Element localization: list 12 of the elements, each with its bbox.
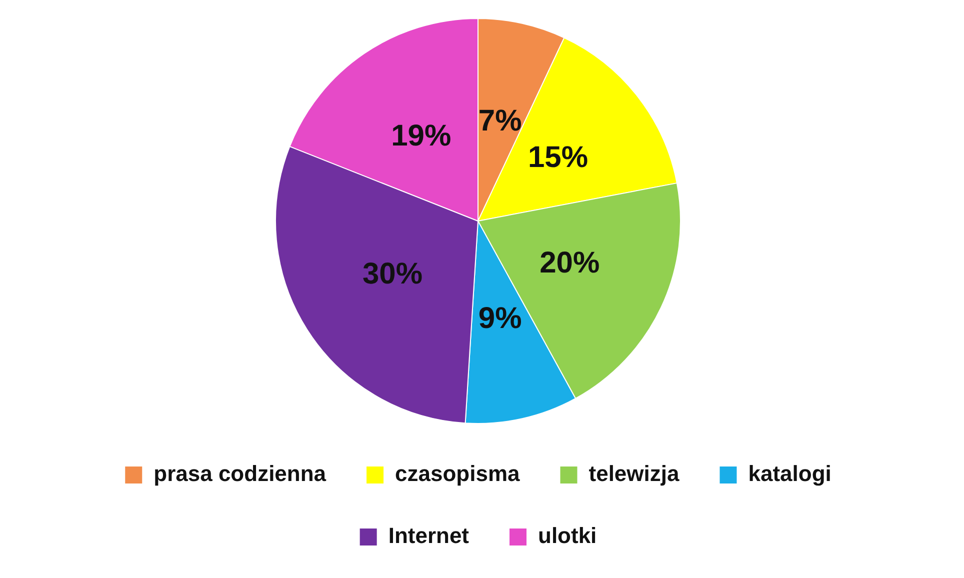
data-label: 15% [528,141,588,174]
legend-label: telewizja [588,461,680,486]
data-label: 20% [540,246,600,280]
data-label: 7% [478,104,522,138]
data-label: 19% [391,120,452,153]
legend-label: ulotki [538,523,597,548]
data-label: 9% [478,302,522,336]
legend-label: Internet [388,523,470,548]
data-label: 30% [362,258,423,291]
legend-label: czasopisma [395,461,521,486]
legend-label: prasa codzienna [154,461,327,486]
legend-label: katalogi [748,461,832,486]
